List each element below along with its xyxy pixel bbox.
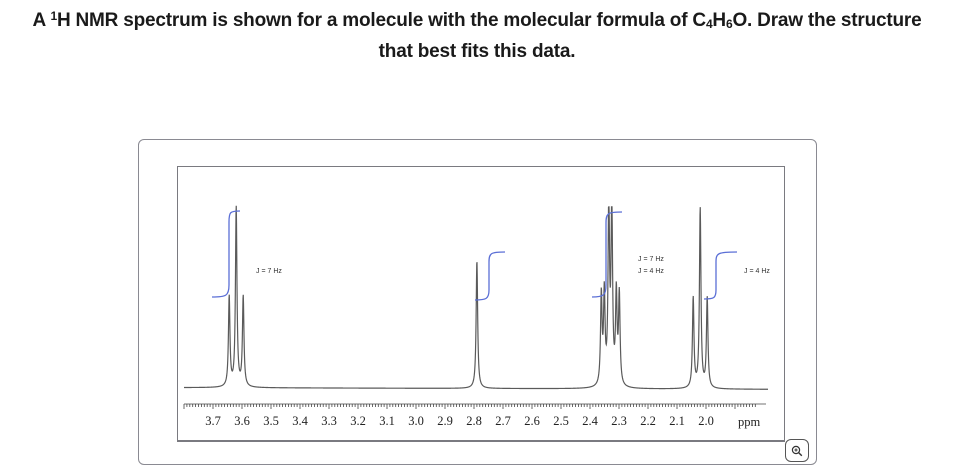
integral-curve-2.79 bbox=[474, 251, 506, 301]
tick-label-2.7: 2.7 bbox=[495, 414, 511, 428]
axis-unit-label: ppm bbox=[738, 415, 761, 429]
tick-label-3.7: 3.7 bbox=[205, 414, 221, 428]
tick-label-3.5: 3.5 bbox=[263, 414, 279, 428]
spectrum-trace bbox=[184, 205, 768, 390]
coupling-label-peak4: J = 4 Hz bbox=[744, 268, 770, 275]
integral-curve-2.33 bbox=[591, 211, 623, 298]
tick-label-2.6: 2.6 bbox=[524, 414, 540, 428]
tick-label-3.6: 3.6 bbox=[234, 414, 250, 428]
tick-label-2.8: 2.8 bbox=[466, 414, 482, 428]
integral-curve-2.02 bbox=[703, 251, 738, 300]
tick-label-2.3: 2.3 bbox=[611, 414, 627, 428]
tick-label-2.4: 2.4 bbox=[582, 414, 598, 428]
integral-curve-3.62 bbox=[211, 210, 241, 298]
tick-label-3.2: 3.2 bbox=[350, 414, 366, 428]
integral-curves bbox=[211, 210, 738, 301]
coupling-label-peak1: J = 7 Hz bbox=[256, 268, 282, 275]
tick-label-3.4: 3.4 bbox=[292, 414, 308, 428]
question-text: A 1H NMR spectrum is shown for a molecul… bbox=[0, 3, 954, 65]
tick-label-2.0: 2.0 bbox=[698, 414, 714, 428]
question-line-2: that best fits this data. bbox=[378, 41, 576, 62]
coupling-label-peak3-j4: J = 4 Hz bbox=[638, 268, 664, 275]
image-frame bbox=[138, 139, 817, 465]
tick-label-3.1: 3.1 bbox=[379, 414, 395, 428]
tick-label-3.3: 3.3 bbox=[321, 414, 337, 428]
tick-label-2.5: 2.5 bbox=[553, 414, 569, 428]
tick-label-3.0: 3.0 bbox=[408, 414, 424, 428]
spectrum-plot-area bbox=[177, 166, 785, 441]
tick-label-2.9: 2.9 bbox=[437, 414, 453, 428]
ppm-axis-ruler bbox=[183, 403, 766, 409]
question-line-1: A 1H NMR spectrum is shown for a molecul… bbox=[32, 9, 922, 31]
tick-label-2.1: 2.1 bbox=[669, 414, 685, 428]
zoom-in-button[interactable] bbox=[785, 439, 809, 462]
zoom-in-icon bbox=[791, 445, 803, 456]
tick-label-2.2: 2.2 bbox=[640, 414, 656, 428]
coupling-label-peak3-j7: J = 7 Hz bbox=[638, 256, 664, 263]
plot-box-bottom-border bbox=[177, 440, 785, 442]
